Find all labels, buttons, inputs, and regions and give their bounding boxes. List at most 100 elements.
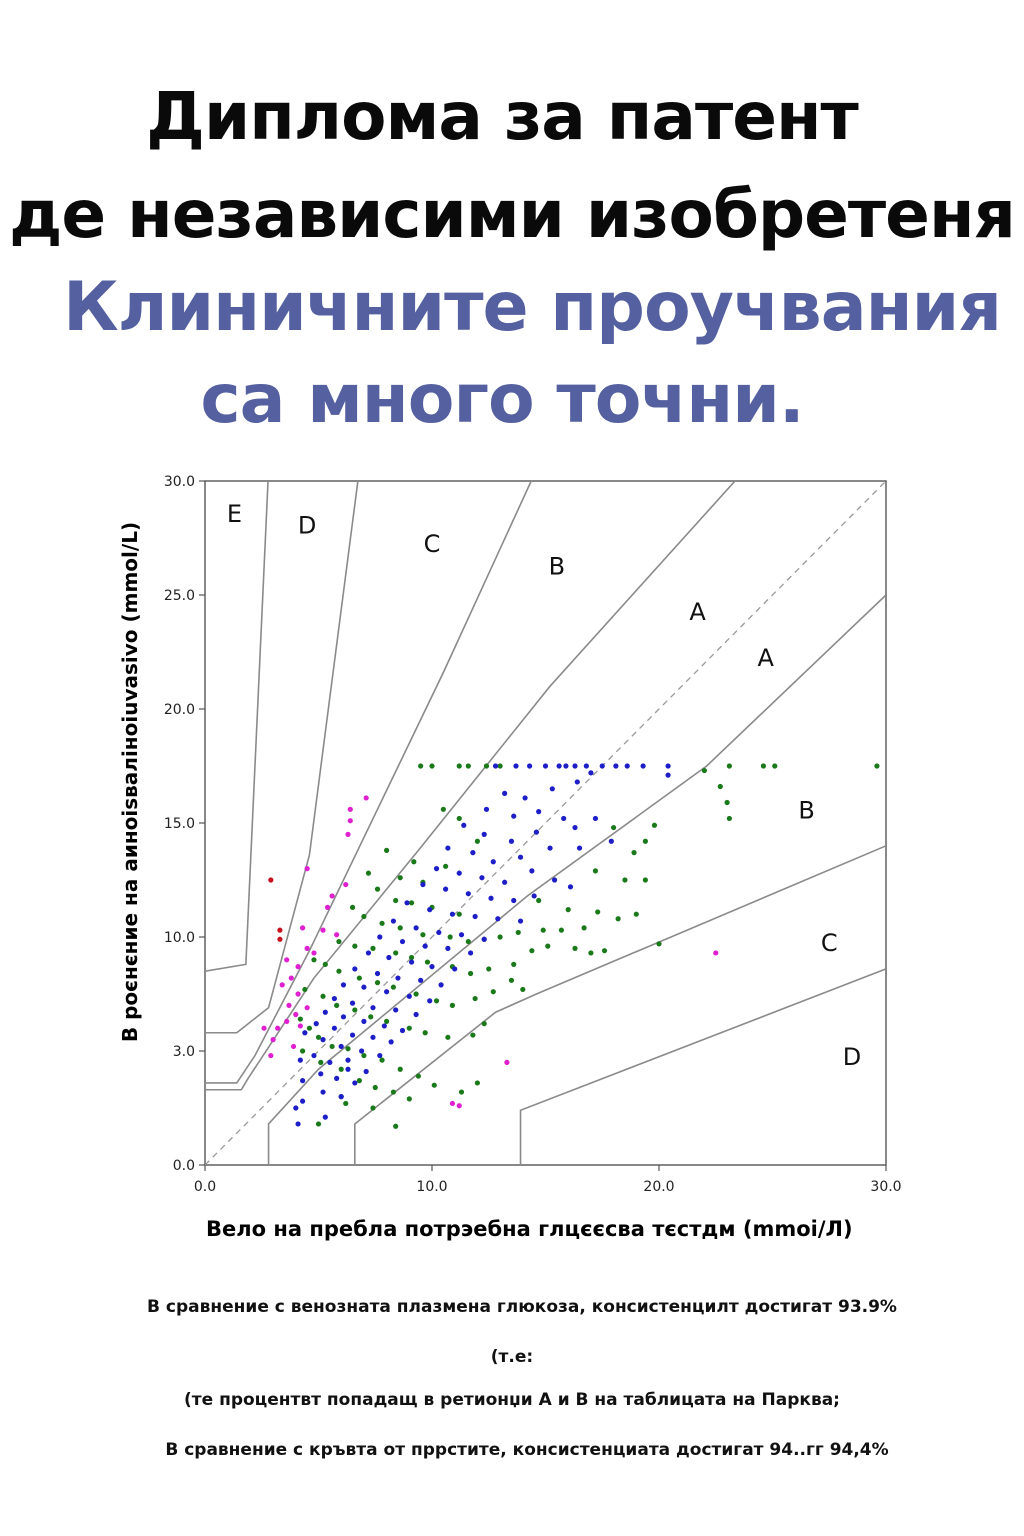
y-axis-label: В роєнєние на аиноіѕваліноіuvasivo (mmol… bbox=[118, 522, 142, 1042]
data-point bbox=[315, 1121, 322, 1127]
data-point bbox=[724, 799, 730, 806]
zone-label-a: A bbox=[757, 644, 774, 672]
data-point bbox=[413, 991, 419, 997]
data-point bbox=[490, 989, 496, 995]
data-point bbox=[343, 881, 349, 888]
data-point bbox=[302, 986, 308, 993]
data-point bbox=[318, 1071, 324, 1077]
data-point bbox=[300, 1078, 306, 1084]
data-point bbox=[390, 1089, 397, 1095]
data-point bbox=[422, 943, 428, 949]
data-point bbox=[422, 1030, 428, 1036]
zone-boundary-7 bbox=[519, 968, 886, 1165]
data-point bbox=[474, 1080, 480, 1086]
x-axis-label: Вело на пребла потрэебна глцєєсва тєстдм… bbox=[206, 1217, 853, 1241]
data-point bbox=[445, 945, 451, 952]
data-point bbox=[726, 763, 732, 769]
zone-label-d: D bbox=[298, 512, 316, 540]
data-point bbox=[295, 964, 301, 970]
y-tick-label: 0.0 bbox=[173, 1158, 195, 1174]
zone-label-e: E bbox=[227, 500, 242, 528]
data-point bbox=[418, 763, 424, 769]
data-point bbox=[599, 763, 605, 769]
data-point bbox=[327, 1059, 333, 1065]
data-point bbox=[760, 763, 767, 769]
data-point bbox=[520, 986, 526, 993]
zone-label-b: B bbox=[549, 553, 565, 581]
data-point bbox=[331, 1025, 337, 1031]
y-tick-label: 25.0 bbox=[164, 588, 195, 604]
data-point bbox=[472, 995, 478, 1002]
data-point bbox=[368, 1014, 374, 1020]
data-point bbox=[311, 1052, 317, 1059]
caption-line-3: (те процентвт попадащ в ретионџи А и В н… bbox=[184, 1390, 840, 1410]
zone-boundary-5 bbox=[267, 594, 886, 1165]
data-point bbox=[642, 877, 648, 883]
data-point bbox=[642, 838, 648, 844]
zone-label-c: C bbox=[424, 530, 441, 558]
data-point bbox=[433, 866, 440, 872]
data-point bbox=[399, 1027, 406, 1034]
data-point bbox=[338, 1094, 344, 1100]
data-point bbox=[388, 1039, 394, 1045]
data-point bbox=[449, 1002, 456, 1009]
data-point bbox=[717, 783, 723, 790]
title-line-4: са много точни. bbox=[200, 360, 804, 439]
data-point bbox=[438, 982, 444, 988]
data-point bbox=[443, 886, 449, 892]
data-point bbox=[363, 1068, 369, 1075]
data-point bbox=[418, 977, 424, 983]
data-point bbox=[622, 877, 628, 883]
data-point bbox=[502, 879, 508, 885]
data-point bbox=[284, 1018, 290, 1024]
y-tick-label: 10.0 bbox=[164, 930, 195, 946]
data-point bbox=[529, 948, 535, 954]
data-point bbox=[536, 897, 542, 904]
data-point bbox=[592, 868, 599, 874]
data-point bbox=[295, 991, 301, 997]
data-point bbox=[726, 815, 732, 822]
data-point bbox=[390, 984, 397, 990]
data-point bbox=[452, 966, 458, 972]
data-point bbox=[429, 763, 435, 769]
data-point bbox=[359, 1048, 365, 1054]
data-point bbox=[345, 1046, 351, 1052]
data-point bbox=[345, 1057, 351, 1063]
data-point bbox=[331, 995, 337, 1002]
data-point bbox=[511, 813, 517, 819]
data-point bbox=[445, 1034, 451, 1040]
data-point bbox=[470, 1032, 476, 1038]
zone-boundary-1 bbox=[205, 481, 269, 972]
data-point bbox=[345, 831, 351, 838]
data-point bbox=[449, 911, 456, 917]
data-point bbox=[415, 1073, 421, 1079]
y-tick-label: 20.0 bbox=[164, 702, 195, 718]
caption-line-2: (т.е: bbox=[490, 1347, 534, 1367]
data-point bbox=[311, 950, 317, 956]
data-point bbox=[556, 763, 562, 769]
data-point bbox=[497, 763, 503, 769]
zone-boundary-6 bbox=[354, 845, 886, 1165]
data-point bbox=[268, 1052, 274, 1059]
data-point bbox=[413, 1011, 419, 1018]
data-point bbox=[465, 938, 471, 945]
data-point bbox=[293, 1105, 299, 1111]
data-point bbox=[470, 850, 476, 856]
data-point bbox=[483, 806, 490, 812]
data-point bbox=[352, 943, 358, 949]
data-point bbox=[492, 763, 499, 769]
data-point bbox=[531, 893, 537, 899]
data-point bbox=[381, 1023, 387, 1029]
data-point bbox=[488, 895, 494, 901]
data-point bbox=[465, 891, 471, 897]
data-point bbox=[479, 875, 485, 881]
data-point bbox=[458, 1089, 465, 1095]
data-point bbox=[393, 897, 399, 904]
data-point bbox=[297, 1016, 303, 1022]
clarke-error-grid-chart: E D C B A A B C D 0.0 10.0 20.0 30.0 0.0 3.0 10.0 15.0 2… bbox=[118, 474, 902, 1195]
data-point bbox=[536, 809, 542, 815]
data-point bbox=[384, 989, 390, 995]
data-point bbox=[356, 975, 362, 981]
data-point bbox=[549, 786, 555, 792]
data-point bbox=[406, 1096, 412, 1102]
